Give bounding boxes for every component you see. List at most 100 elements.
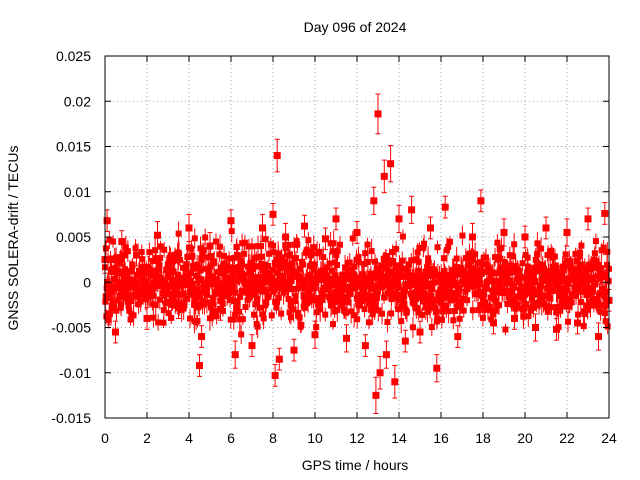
band-point: [443, 247, 450, 254]
band-point: [578, 266, 585, 273]
band-point: [510, 282, 517, 289]
band-point: [188, 245, 195, 252]
data-point: [408, 206, 416, 214]
band-point: [575, 311, 582, 318]
band-point: [169, 295, 176, 302]
band-point: [554, 303, 561, 310]
band-point: [170, 277, 177, 284]
band-point: [153, 255, 160, 262]
band-point: [437, 299, 444, 306]
band-point: [287, 314, 294, 321]
band-point: [124, 272, 131, 279]
x-axis-ticks: 0 2 4 6 8 10 12 14 16 18 20 22 24: [101, 56, 617, 446]
band-point: [181, 302, 188, 309]
band-point: [109, 289, 116, 296]
band-point: [580, 323, 587, 330]
x-tick-label: 24: [601, 430, 617, 446]
data-point: [376, 369, 384, 377]
band-point: [408, 277, 415, 284]
data-point: [118, 238, 126, 246]
band-point: [306, 289, 313, 296]
band-point: [246, 294, 253, 301]
band-point: [212, 238, 219, 245]
band-point: [543, 276, 550, 283]
band-point: [254, 295, 261, 302]
band-point: [424, 308, 431, 315]
band-point: [566, 259, 573, 266]
band-point: [258, 243, 265, 250]
band-point: [219, 270, 226, 277]
band-point: [249, 285, 256, 292]
band-point: [289, 286, 296, 293]
y-tick-label: 0: [83, 274, 91, 290]
band-point: [359, 271, 366, 278]
band-point: [563, 303, 570, 310]
band-point: [423, 297, 430, 304]
band-point: [524, 254, 531, 261]
band-point: [250, 264, 257, 271]
data-point: [290, 346, 298, 354]
y-tick-label: -0.01: [59, 365, 91, 381]
band-point: [452, 279, 459, 286]
band-point: [292, 293, 299, 300]
band-point: [501, 259, 508, 266]
band-point: [302, 285, 309, 292]
data-point: [511, 314, 518, 322]
band-point: [412, 279, 419, 286]
data-point: [301, 222, 308, 230]
band-point: [435, 276, 442, 283]
band-point: [241, 250, 248, 257]
data-point: [126, 296, 134, 304]
band-point: [329, 248, 336, 255]
band-point: [272, 283, 279, 290]
data-point: [282, 233, 290, 241]
band-point: [254, 243, 261, 250]
band-point: [176, 300, 183, 307]
band-point: [496, 302, 503, 309]
band-point: [296, 273, 303, 280]
data-point: [238, 260, 245, 268]
band-point: [480, 293, 487, 300]
data-point: [380, 172, 388, 180]
data-point: [217, 305, 224, 313]
band-point: [487, 294, 494, 301]
band-point: [154, 279, 161, 286]
band-point: [276, 284, 283, 291]
band-point: [530, 304, 537, 311]
band-point: [297, 265, 304, 272]
data-point: [563, 228, 571, 236]
band-point: [244, 278, 251, 285]
band-point: [329, 277, 336, 284]
band-point: [166, 290, 173, 297]
band-point: [460, 295, 467, 302]
band-point: [375, 307, 382, 314]
band-point: [124, 248, 131, 255]
band-point: [194, 261, 201, 268]
band-point: [349, 235, 356, 242]
band-point: [381, 294, 388, 301]
x-tick-label: 6: [227, 430, 235, 446]
band-point: [204, 292, 211, 299]
band-point: [308, 261, 315, 268]
band-point: [303, 293, 310, 300]
data-point: [206, 242, 214, 250]
x-tick-label: 4: [185, 430, 193, 446]
band-point: [399, 266, 406, 273]
band-point: [530, 272, 537, 279]
band-point: [189, 281, 196, 288]
band-point: [202, 234, 209, 241]
data-point: [372, 391, 380, 399]
band-point: [162, 300, 169, 307]
band-point: [239, 316, 246, 323]
band-point: [460, 307, 467, 314]
band-point: [206, 281, 213, 288]
band-point: [247, 270, 254, 277]
band-point: [340, 272, 347, 279]
band-point: [221, 252, 228, 259]
band-point: [410, 257, 417, 264]
band-point: [389, 249, 396, 256]
band-point: [260, 315, 267, 322]
band-point: [553, 309, 560, 316]
band-point: [488, 316, 495, 323]
